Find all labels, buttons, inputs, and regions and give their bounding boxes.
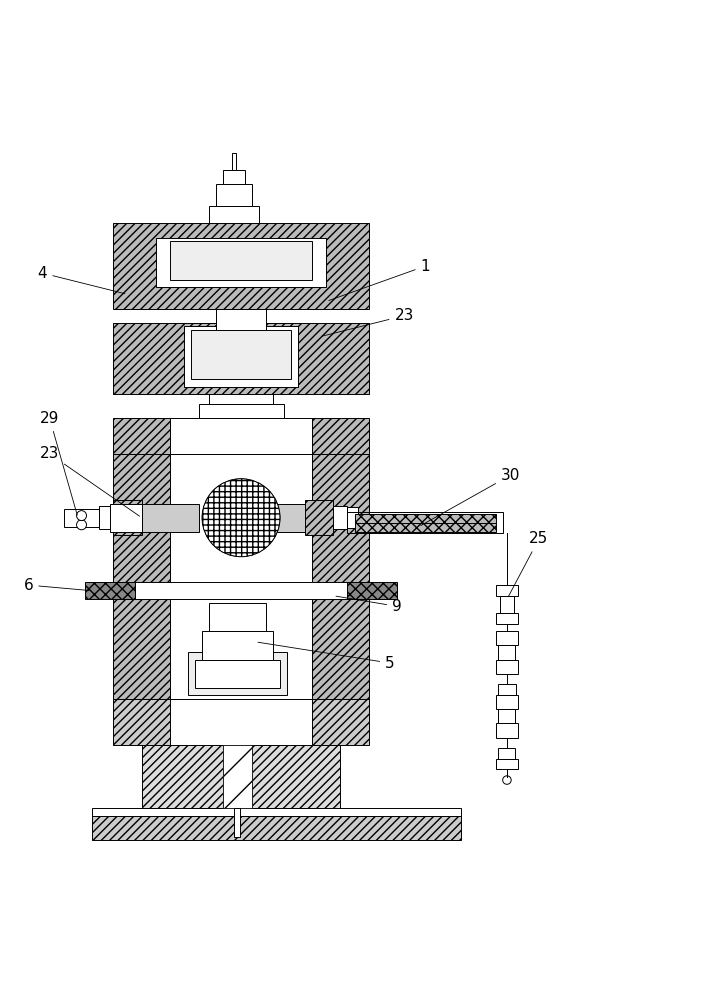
Bar <box>142 504 199 532</box>
Bar <box>170 699 312 745</box>
Circle shape <box>202 479 280 557</box>
Bar <box>170 454 312 582</box>
Bar <box>64 509 99 527</box>
Text: 23: 23 <box>322 308 414 336</box>
Text: 23: 23 <box>40 446 140 516</box>
Bar <box>347 507 358 528</box>
Bar <box>496 585 518 596</box>
Bar <box>498 748 515 759</box>
Bar <box>113 599 170 699</box>
Circle shape <box>503 776 511 784</box>
Bar <box>498 684 516 695</box>
Bar <box>92 816 461 840</box>
Bar <box>498 645 515 660</box>
Circle shape <box>77 520 86 530</box>
Bar <box>113 454 170 582</box>
Bar <box>277 504 333 532</box>
Bar <box>216 309 266 330</box>
Bar <box>347 512 503 533</box>
Bar <box>170 418 312 454</box>
Bar <box>113 223 369 309</box>
Circle shape <box>77 511 86 521</box>
Bar <box>184 326 298 387</box>
Bar <box>496 759 518 769</box>
Bar <box>202 631 273 660</box>
Bar <box>496 723 518 738</box>
Bar <box>312 418 369 454</box>
Bar <box>223 170 245 184</box>
Bar <box>216 184 252 206</box>
Bar <box>347 582 397 599</box>
Bar <box>113 323 369 394</box>
Bar <box>199 404 284 418</box>
Bar <box>234 808 240 837</box>
Bar <box>223 745 252 808</box>
Bar <box>156 238 326 287</box>
Text: 30: 30 <box>420 468 520 526</box>
Bar <box>113 500 142 535</box>
Text: 4: 4 <box>38 266 125 294</box>
Text: 25: 25 <box>508 531 549 597</box>
Bar <box>99 506 110 529</box>
Bar <box>170 599 312 699</box>
Text: 1: 1 <box>329 259 430 301</box>
Bar <box>232 153 236 170</box>
Text: 29: 29 <box>40 411 77 515</box>
Bar <box>312 454 369 582</box>
Bar <box>191 330 291 379</box>
Text: 9: 9 <box>336 596 402 614</box>
Bar <box>113 699 369 745</box>
Bar <box>142 745 340 808</box>
Text: 6: 6 <box>23 578 89 593</box>
Bar <box>170 241 312 280</box>
Bar <box>496 695 518 709</box>
Bar <box>195 660 280 688</box>
Bar <box>496 660 518 674</box>
Bar <box>496 613 518 624</box>
Bar <box>354 514 496 523</box>
Bar <box>92 808 461 816</box>
Bar <box>113 418 170 454</box>
Bar <box>333 506 347 529</box>
Bar <box>305 500 333 535</box>
Bar <box>209 394 273 404</box>
Bar <box>354 523 496 532</box>
Bar <box>498 709 515 723</box>
Bar <box>209 206 259 223</box>
Bar <box>496 631 518 645</box>
Bar <box>312 599 369 699</box>
Bar <box>223 745 252 808</box>
Bar <box>500 596 514 613</box>
Bar <box>188 652 287 695</box>
Bar <box>110 504 142 532</box>
Text: 5: 5 <box>258 642 395 671</box>
Bar <box>85 582 135 599</box>
Bar <box>209 603 266 631</box>
